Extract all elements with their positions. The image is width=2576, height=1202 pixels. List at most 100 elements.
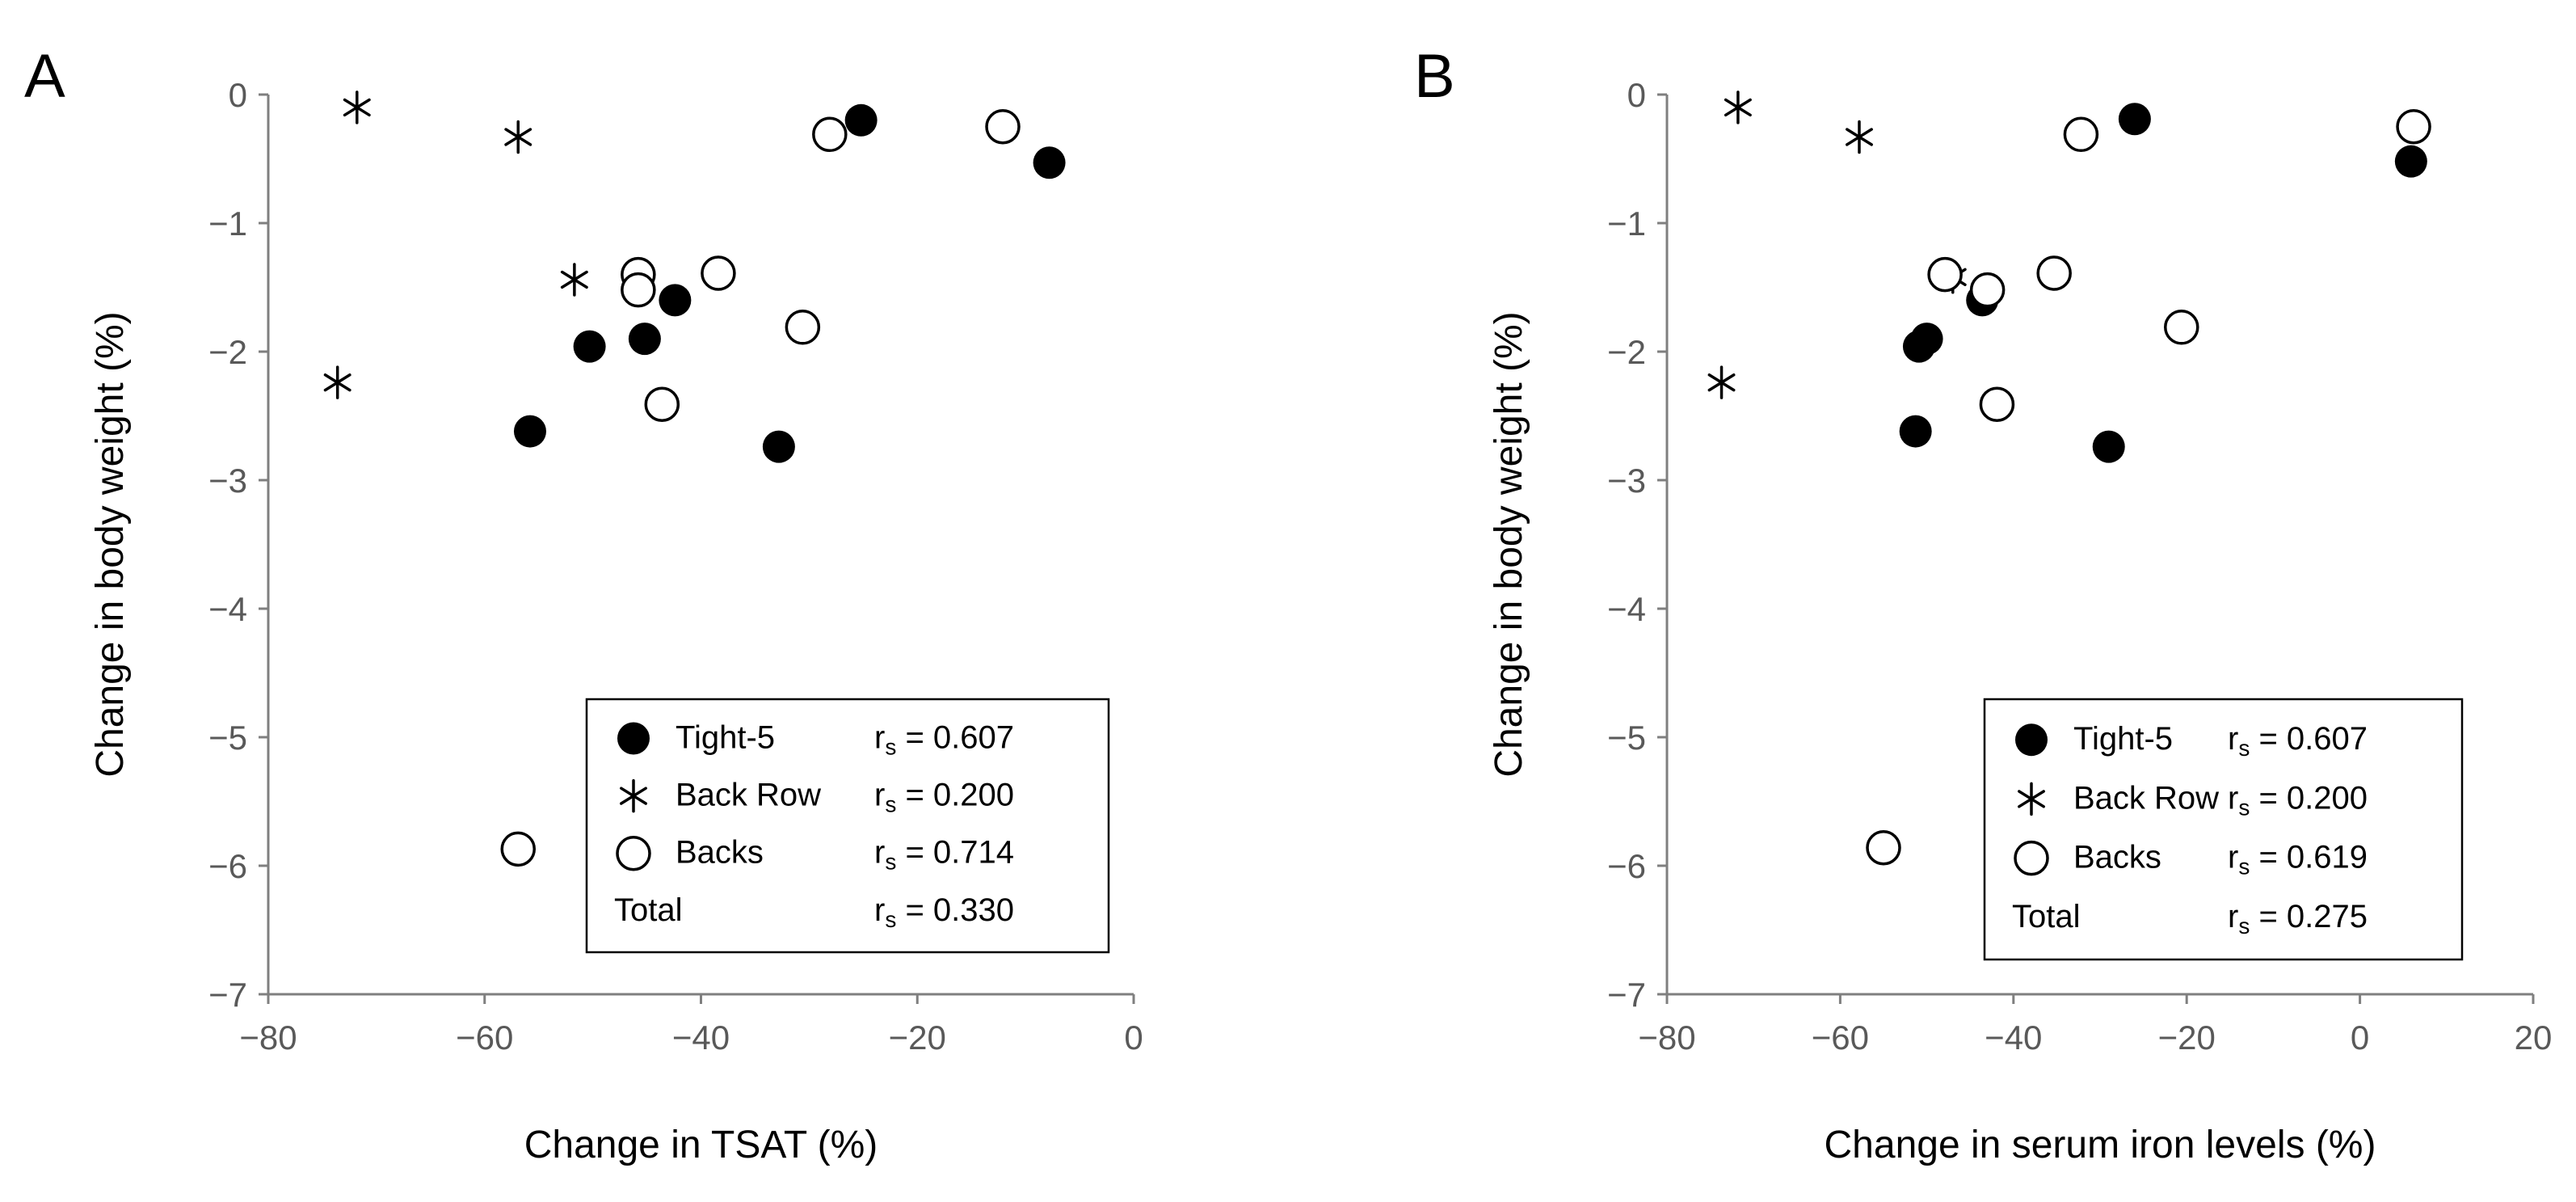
point-back-row: [1707, 365, 1736, 399]
x-tick-label: −60: [456, 1019, 513, 1056]
legend-label: Total: [2012, 899, 2081, 934]
legend-marker-icon: [2014, 840, 2049, 876]
legend-box: [585, 698, 1110, 954]
panel-label: B: [1414, 42, 1455, 111]
point-tight-5: [2092, 430, 2125, 463]
point-backs: [1979, 386, 2015, 422]
legend: Tight-5 rs = 0.607 Back Row rs = 0.200 B…: [585, 698, 1110, 954]
legend-marker-icon: [2018, 782, 2045, 816]
point-back-row: [343, 91, 371, 124]
legend-entry-back-row: Back Row rs = 0.200: [2018, 780, 2368, 820]
point-backs: [644, 386, 680, 422]
y-axis-title: Change in body weight (%): [89, 311, 132, 777]
y-tick-label: −6: [208, 847, 247, 885]
legend-box: [1983, 698, 2464, 961]
legend: Tight-5 rs = 0.607 Back Row rs = 0.200 B…: [1983, 698, 2464, 961]
point-back-row: [1724, 91, 1752, 124]
point-backs: [2063, 116, 2099, 153]
legend-marker-icon: [617, 722, 650, 755]
legend-marker-icon: [620, 778, 647, 813]
y-tick-label: −1: [1607, 205, 1646, 243]
point-tight-5: [659, 284, 692, 317]
x-tick-label: −80: [239, 1019, 297, 1056]
point-tight-5: [2394, 145, 2427, 178]
point-tight-5: [628, 323, 661, 356]
legend-label: Back Row: [2073, 780, 2219, 816]
y-tick-label: −2: [208, 333, 247, 371]
x-tick-label: −40: [672, 1019, 730, 1056]
legend-label: Tight-5: [2073, 721, 2173, 757]
point-backs: [1866, 829, 1901, 866]
y-tick-label: 0: [229, 76, 247, 114]
point-backs: [1927, 256, 1963, 293]
legend-rs: rs = 0.607: [874, 719, 1014, 759]
legend-rs: rs = 0.714: [874, 835, 1014, 875]
point-tight-5: [513, 415, 546, 448]
x-tick-label: 20: [2515, 1019, 2553, 1056]
point-tight-5: [762, 430, 795, 463]
point-backs: [2396, 109, 2431, 145]
axes: 0 −1 −2 −3 −4 −5 −6 −7 −80 −60 −40 −20 0 20: [1607, 76, 2552, 1056]
y-tick-label: −4: [208, 590, 247, 628]
legend-rs: rs = 0.330: [874, 892, 1014, 932]
y-tick-label: −5: [1607, 719, 1646, 757]
x-axis-title: Change in serum iron levels (%): [1825, 1124, 2376, 1166]
point-tight-5: [844, 103, 878, 137]
point-tight-5: [1899, 415, 1932, 448]
legend-entry-total: Total rs = 0.330: [614, 892, 1014, 932]
panel-label: A: [24, 42, 65, 111]
y-axis-title: Change in body weight (%): [1488, 311, 1530, 777]
legend-rs: rs = 0.275: [2228, 899, 2368, 938]
point-back-row: [560, 263, 588, 297]
point-tight-5: [2118, 103, 2151, 136]
point-backs: [812, 116, 848, 153]
point-backs: [785, 310, 821, 345]
point-tight-5: [1910, 323, 1943, 356]
point-backs: [701, 255, 736, 291]
panel-b: B Change in serum iron levels (%) Change…: [1414, 42, 2552, 1166]
legend-rs: rs = 0.200: [2228, 780, 2368, 820]
legend-entry-total: Total rs = 0.275: [2012, 899, 2368, 938]
legend-entry-backs: Backs rs = 0.714: [616, 835, 1014, 875]
scatter-points: [323, 91, 1066, 867]
point-back-row: [323, 365, 351, 399]
legend-label: Tight-5: [676, 719, 775, 755]
point-backs: [500, 831, 537, 867]
panel-a: A Change in TSAT (%) Change in body weig…: [24, 42, 1143, 1166]
legend-label: Backs: [2073, 840, 2161, 875]
y-tick-label: −4: [1607, 590, 1646, 628]
legend-label: Total: [614, 892, 683, 928]
y-tick-label: −3: [1607, 462, 1646, 500]
scatter-points: [1707, 91, 2431, 866]
legend-entry-back-row: Back Row rs = 0.200: [620, 778, 1014, 817]
point-backs: [1969, 272, 2006, 308]
y-tick-label: −2: [1607, 333, 1646, 371]
x-axis-title: Change in TSAT (%): [524, 1124, 878, 1166]
x-tick-label: −80: [1638, 1019, 1695, 1056]
x-tick-label: −20: [2158, 1019, 2216, 1056]
legend-label: Back Row: [676, 778, 821, 813]
x-tick-label: −20: [889, 1019, 946, 1056]
legend-rs: rs = 0.619: [2228, 840, 2368, 879]
point-back-row: [1846, 120, 1873, 154]
point-tight-5: [573, 330, 606, 363]
legend-entry-tight5: Tight-5 rs = 0.607: [2015, 721, 2368, 761]
point-backs: [2164, 310, 2199, 345]
y-tick-label: −7: [1607, 976, 1646, 1014]
y-tick-label: 0: [1627, 76, 1646, 114]
x-tick-label: −60: [1812, 1019, 1869, 1056]
legend-entry-tight5: Tight-5 rs = 0.607: [617, 719, 1014, 759]
y-tick-label: −7: [208, 976, 247, 1014]
point-backs: [621, 272, 656, 308]
axes: 0 −1 −2 −3 −4 −5 −6 −7 −80 −60 −40 −20 0: [208, 76, 1143, 1056]
legend-label: Backs: [676, 835, 764, 871]
point-tight-5: [1033, 146, 1066, 179]
y-tick-label: −3: [208, 462, 247, 500]
legend-entry-backs: Backs rs = 0.619: [2014, 840, 2368, 879]
legend-marker-icon: [2015, 723, 2048, 757]
x-tick-label: −40: [1985, 1019, 2042, 1056]
point-back-row: [504, 120, 532, 154]
y-tick-label: −5: [208, 719, 247, 757]
x-tick-label: 0: [1124, 1019, 1143, 1056]
